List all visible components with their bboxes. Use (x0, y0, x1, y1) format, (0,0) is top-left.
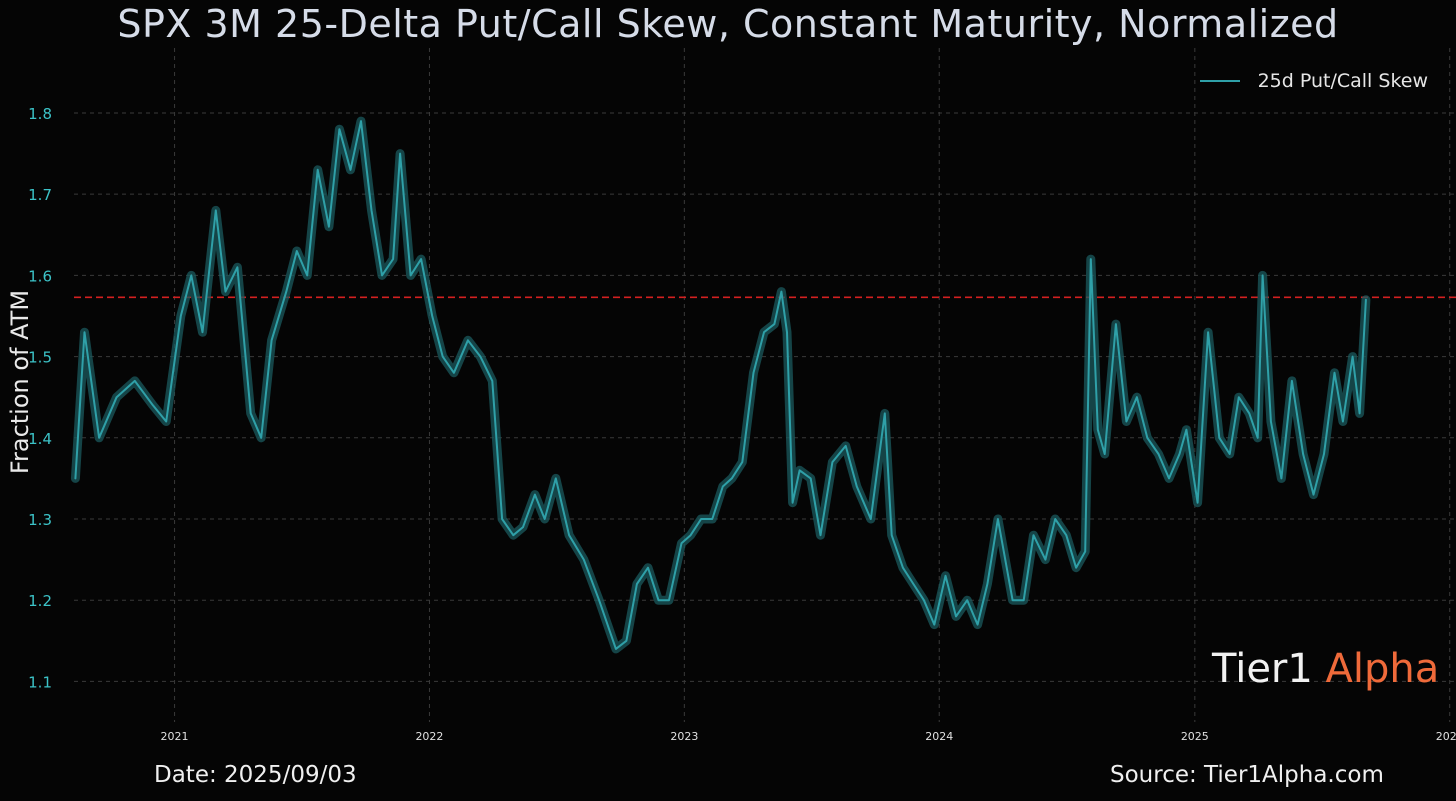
series-line-25d-put-call-skew (74, 120, 1367, 650)
legend-swatch (1199, 80, 1240, 82)
brand-logo: Tier1 Alpha (1212, 646, 1439, 692)
logo-text-part2: Alpha (1325, 646, 1440, 692)
source-label: Source: Tier1Alpha.com (1110, 762, 1384, 788)
grid (74, 48, 1456, 722)
y-ticks: 1.1 1.2 1.3 1.4 1.5 1.6 1.7 1.8 (28, 105, 52, 691)
x-tick-label: 2021 (161, 730, 189, 743)
logo-space (1313, 646, 1326, 692)
y-tick-label: 1.7 (28, 186, 52, 204)
date-label: Date: 2025/09/03 (154, 762, 357, 788)
x-ticks: 2021 2022 2023 2024 2025 2026 (161, 730, 1456, 743)
y-tick-label: 1.4 (28, 430, 52, 448)
series-glow (70, 116, 1371, 654)
y-tick-label: 1.5 (28, 349, 52, 367)
x-tick-label: 2026 (1436, 730, 1456, 743)
x-tick-label: 2022 (415, 730, 443, 743)
y-tick-label: 1.8 (28, 105, 52, 123)
series-layer (70, 116, 1371, 654)
y-tick-label: 1.2 (28, 592, 52, 610)
x-tick-label: 2025 (1181, 730, 1209, 743)
y-tick-label: 1.3 (28, 511, 52, 529)
legend-label: 25d Put/Call Skew (1257, 70, 1428, 92)
y-tick-label: 1.6 (28, 267, 52, 285)
y-tick-label: 1.1 (28, 673, 52, 691)
chart-title: SPX 3M 25-Delta Put/Call Skew, Constant … (117, 2, 1339, 46)
legend: 25d Put/Call Skew (1199, 70, 1428, 92)
logo-text-part1: Tier1 (1212, 646, 1313, 692)
x-tick-label: 2023 (670, 730, 698, 743)
x-tick-label: 2024 (925, 730, 953, 743)
